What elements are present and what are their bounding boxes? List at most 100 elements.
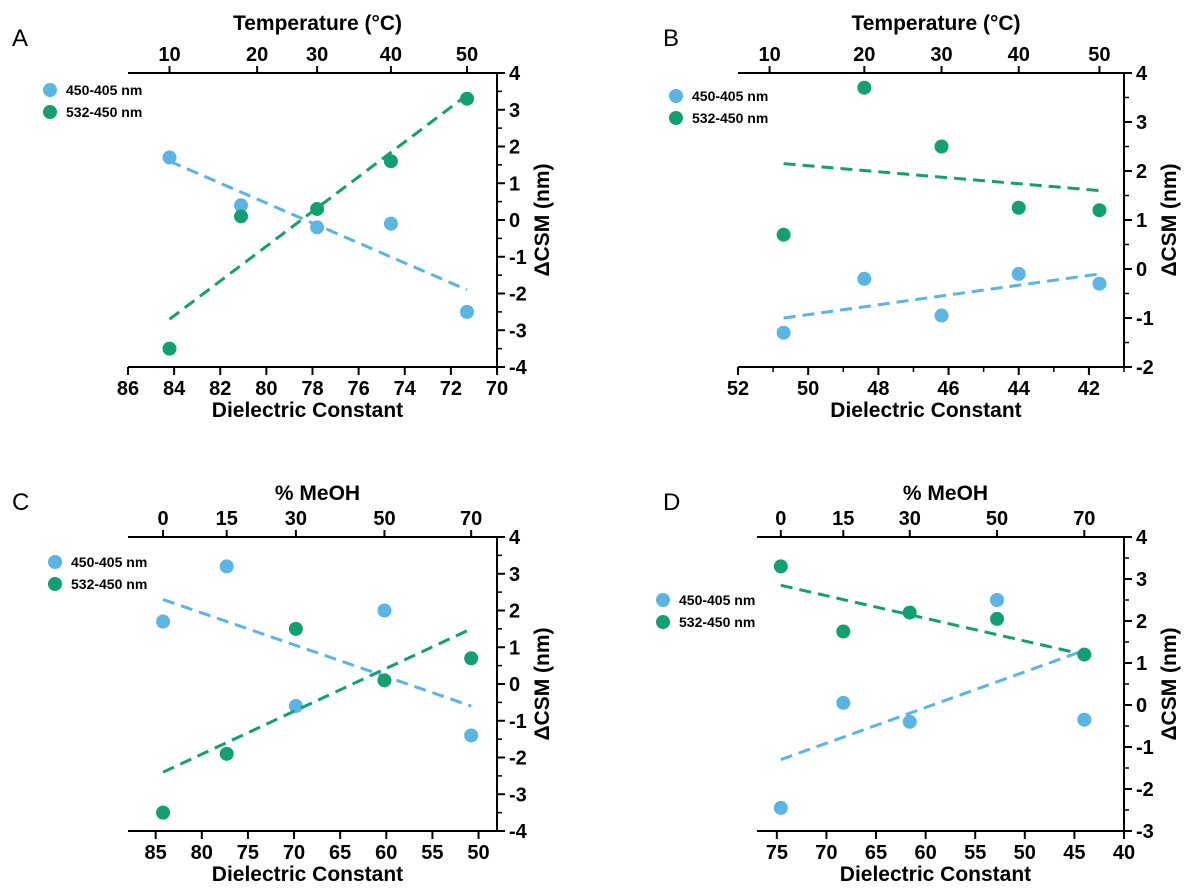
top-tick-label: 0	[775, 508, 786, 530]
y-tick-label: -3	[509, 320, 527, 342]
top-tick-label: 20	[246, 44, 268, 66]
top-tick-label: 10	[758, 44, 780, 66]
data-point-green	[162, 341, 177, 356]
y-tick-label: 2	[509, 601, 520, 623]
data-point-blue	[836, 695, 851, 710]
x-tick-label: 60	[375, 842, 397, 864]
x-tick-label: 52	[727, 378, 749, 400]
x-tick-label: 50	[1014, 842, 1036, 864]
data-point-green	[156, 805, 171, 820]
x-tick-label: 55	[421, 842, 443, 864]
x-tick-label: 75	[766, 842, 788, 864]
data-point-green	[1092, 203, 1107, 218]
x-tick-label: 70	[815, 842, 837, 864]
legend-marker	[43, 83, 57, 97]
data-point-green	[857, 80, 872, 95]
data-point-blue	[776, 325, 791, 340]
data-point-blue	[934, 308, 949, 323]
x-tick-label: 55	[964, 842, 986, 864]
fit-line-green	[162, 627, 472, 774]
top-tick-label: 20	[853, 44, 875, 66]
y-axis-title: ΔCSM (nm)	[1158, 627, 1181, 740]
y-tick-label: -4	[509, 357, 528, 379]
x-tick-label: 46	[937, 378, 959, 400]
data-point-blue	[1077, 712, 1092, 727]
x-tick-label: 84	[163, 378, 186, 400]
y-tick-label: 1	[509, 173, 520, 195]
fit-line-blue	[780, 648, 1085, 762]
y-tick-label: -3	[1136, 821, 1154, 843]
legend-label: 532-450 nm	[692, 110, 768, 126]
legend-label: 450-405 nm	[679, 592, 755, 608]
legend-marker	[48, 577, 62, 591]
data-point-green	[460, 91, 475, 106]
x-axis-title: Dielectric Constant	[830, 399, 1021, 422]
data-point-green	[990, 611, 1005, 626]
x-tick-label: 50	[467, 842, 489, 864]
y-tick-label: 0	[509, 210, 520, 232]
data-point-blue	[377, 603, 392, 618]
data-point-green	[464, 651, 479, 666]
y-tick-label: 2	[1136, 611, 1147, 633]
y-tick-label: -2	[509, 748, 527, 770]
legend-label: 532-450 nm	[66, 104, 142, 120]
data-point-green	[219, 746, 234, 761]
fit-line-green	[780, 583, 1085, 657]
x-tick-label: 85	[145, 842, 167, 864]
x-tick-label: 65	[329, 842, 351, 864]
legend-label: 450-405 nm	[71, 554, 147, 570]
top-tick-label: 15	[216, 508, 238, 530]
y-tick-label: 0	[509, 674, 520, 696]
x-tick-label: 45	[1063, 842, 1085, 864]
x-tick-label: 75	[237, 842, 259, 864]
data-point-green	[776, 227, 791, 242]
data-point-blue	[1011, 266, 1026, 281]
x-tick-label: 80	[191, 842, 213, 864]
legend-label: 532-450 nm	[679, 614, 755, 630]
top-axis-title: % MeOH	[903, 482, 988, 505]
x-tick-label: 65	[865, 842, 887, 864]
data-point-green	[902, 605, 917, 620]
x-tick-label: 44	[1008, 378, 1031, 400]
legend-marker	[43, 105, 57, 119]
legend-marker	[656, 593, 670, 607]
data-point-green	[288, 621, 303, 636]
x-axis-title: Dielectric Constant	[212, 399, 403, 422]
top-tick-label: 50	[1088, 44, 1110, 66]
x-tick-label: 42	[1078, 378, 1100, 400]
legend-marker	[48, 555, 62, 569]
data-point-green	[377, 673, 392, 688]
top-tick-label: 15	[832, 508, 854, 530]
x-tick-label: 40	[1113, 842, 1135, 864]
panel-label: A	[12, 25, 28, 52]
top-tick-label: 0	[157, 508, 168, 530]
top-tick-label: 30	[306, 44, 328, 66]
data-point-blue	[310, 220, 325, 235]
y-tick-label: 3	[509, 564, 520, 586]
x-tick-label: 48	[867, 378, 889, 400]
y-tick-label: 0	[1136, 259, 1147, 281]
y-tick-label: -1	[1136, 737, 1154, 759]
top-tick-label: 70	[1073, 508, 1095, 530]
data-point-green	[234, 209, 249, 224]
legend-label: 450-405 nm	[66, 82, 142, 98]
top-tick-label: 30	[285, 508, 307, 530]
fit-line-green	[783, 162, 1100, 193]
data-point-blue	[857, 271, 872, 286]
y-tick-label: 4	[509, 527, 521, 549]
x-tick-label: 82	[209, 378, 231, 400]
top-tick-label: 30	[899, 508, 921, 530]
data-point-blue	[288, 699, 303, 714]
x-tick-label: 78	[301, 378, 323, 400]
top-tick-label: 50	[456, 44, 478, 66]
y-axis-title: ΔCSM (nm)	[531, 163, 554, 276]
legend-label: 532-450 nm	[71, 576, 147, 592]
data-point-green	[383, 154, 398, 169]
x-tick-label: 50	[797, 378, 819, 400]
y-tick-label: 0	[1136, 695, 1147, 717]
y-axis-title: ΔCSM (nm)	[1158, 163, 1181, 276]
